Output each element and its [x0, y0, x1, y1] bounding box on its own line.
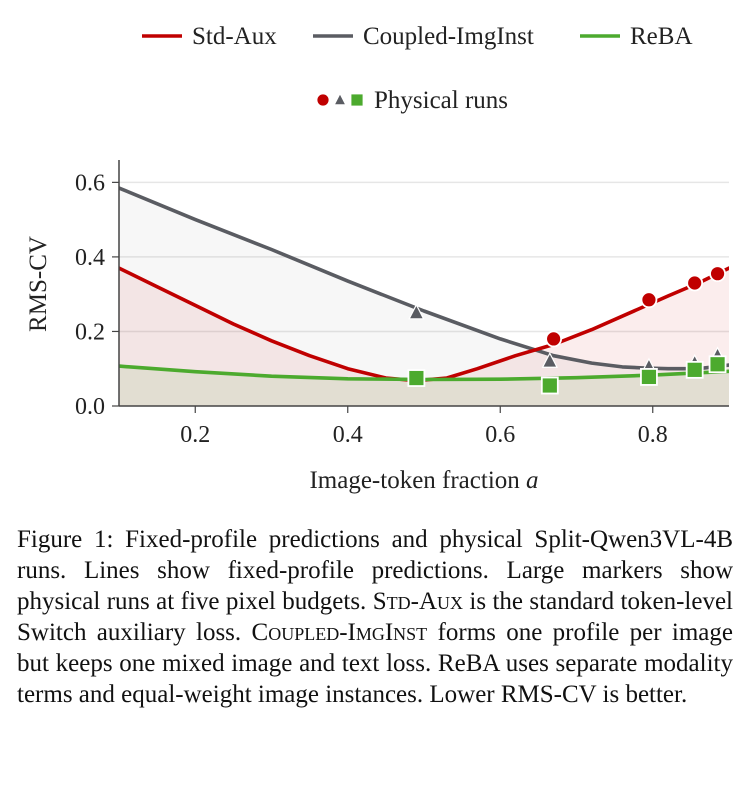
- physical-run-square: [540, 376, 559, 395]
- axes: [112, 160, 729, 413]
- tick-labels: 0.0 0.2 0.4 0.6 0.2 0.4 0.6 0.8: [75, 170, 668, 448]
- physical-run-square: [640, 368, 658, 386]
- legend: Std-Aux Coupled-ImgInst ReBA Physical runs: [142, 23, 693, 114]
- series-line-coupled-imginst: [119, 186, 729, 371]
- physical-run-square: [685, 360, 704, 379]
- y-tick-label: 0.4: [75, 245, 105, 271]
- area-std-aux: [119, 268, 729, 406]
- caption-term-coupled: Coupled-ImgInst: [251, 619, 428, 646]
- physical-run-square: [708, 355, 727, 374]
- figure-caption: Figure 1: Fixed-profile predictions and …: [17, 524, 733, 710]
- x-tick-label: 0.6: [485, 422, 515, 448]
- y-axis-label: RMS-CV: [25, 236, 52, 332]
- physical-run-triangle: [541, 351, 558, 368]
- y-tick-label: 0.2: [75, 319, 105, 345]
- x-tick-label: 0.2: [180, 422, 210, 448]
- x-axis-label: Image-token fraction a: [309, 467, 538, 494]
- physical-run-circle: [709, 265, 726, 283]
- x-tick-label: 0.4: [333, 422, 363, 448]
- y-tick-label: 0.6: [75, 170, 105, 196]
- y-tick-label: 0.0: [75, 394, 105, 420]
- legend-label: Coupled-ImgInst: [363, 23, 534, 50]
- legend-triangle-icon: [333, 92, 347, 106]
- caption-part1: Fixed-profile predictions and physical S…: [17, 526, 734, 615]
- physical-run-circle: [686, 274, 704, 292]
- grid-lines: [119, 181, 729, 333]
- physical-run-circle: [545, 330, 563, 348]
- legend-label: Std-Aux: [192, 23, 277, 50]
- physical-run-triangle: [408, 303, 425, 320]
- physical-run-square: [407, 369, 426, 387]
- caption-label: Figure 1:: [17, 526, 114, 553]
- physical-run-markers: [407, 265, 727, 395]
- legend-label: ReBA: [630, 23, 693, 50]
- area-coupled-imginst: [119, 188, 729, 406]
- legend-circle-icon: [315, 92, 331, 108]
- caption-part2: is the standard token-level Switch auxil…: [17, 588, 733, 646]
- caption-part3: forms one profile per image but keeps on…: [17, 619, 734, 708]
- caption-term-std-aux: Std-Aux: [372, 588, 463, 615]
- legend-label-physical: Physical runs: [374, 87, 508, 114]
- legend-square-icon: [349, 92, 365, 108]
- physical-run-circle: [640, 291, 658, 309]
- x-tick-label: 0.8: [638, 422, 668, 448]
- figure: Std-Aux Coupled-ImgInst ReBA Physical runs …: [25, 23, 729, 494]
